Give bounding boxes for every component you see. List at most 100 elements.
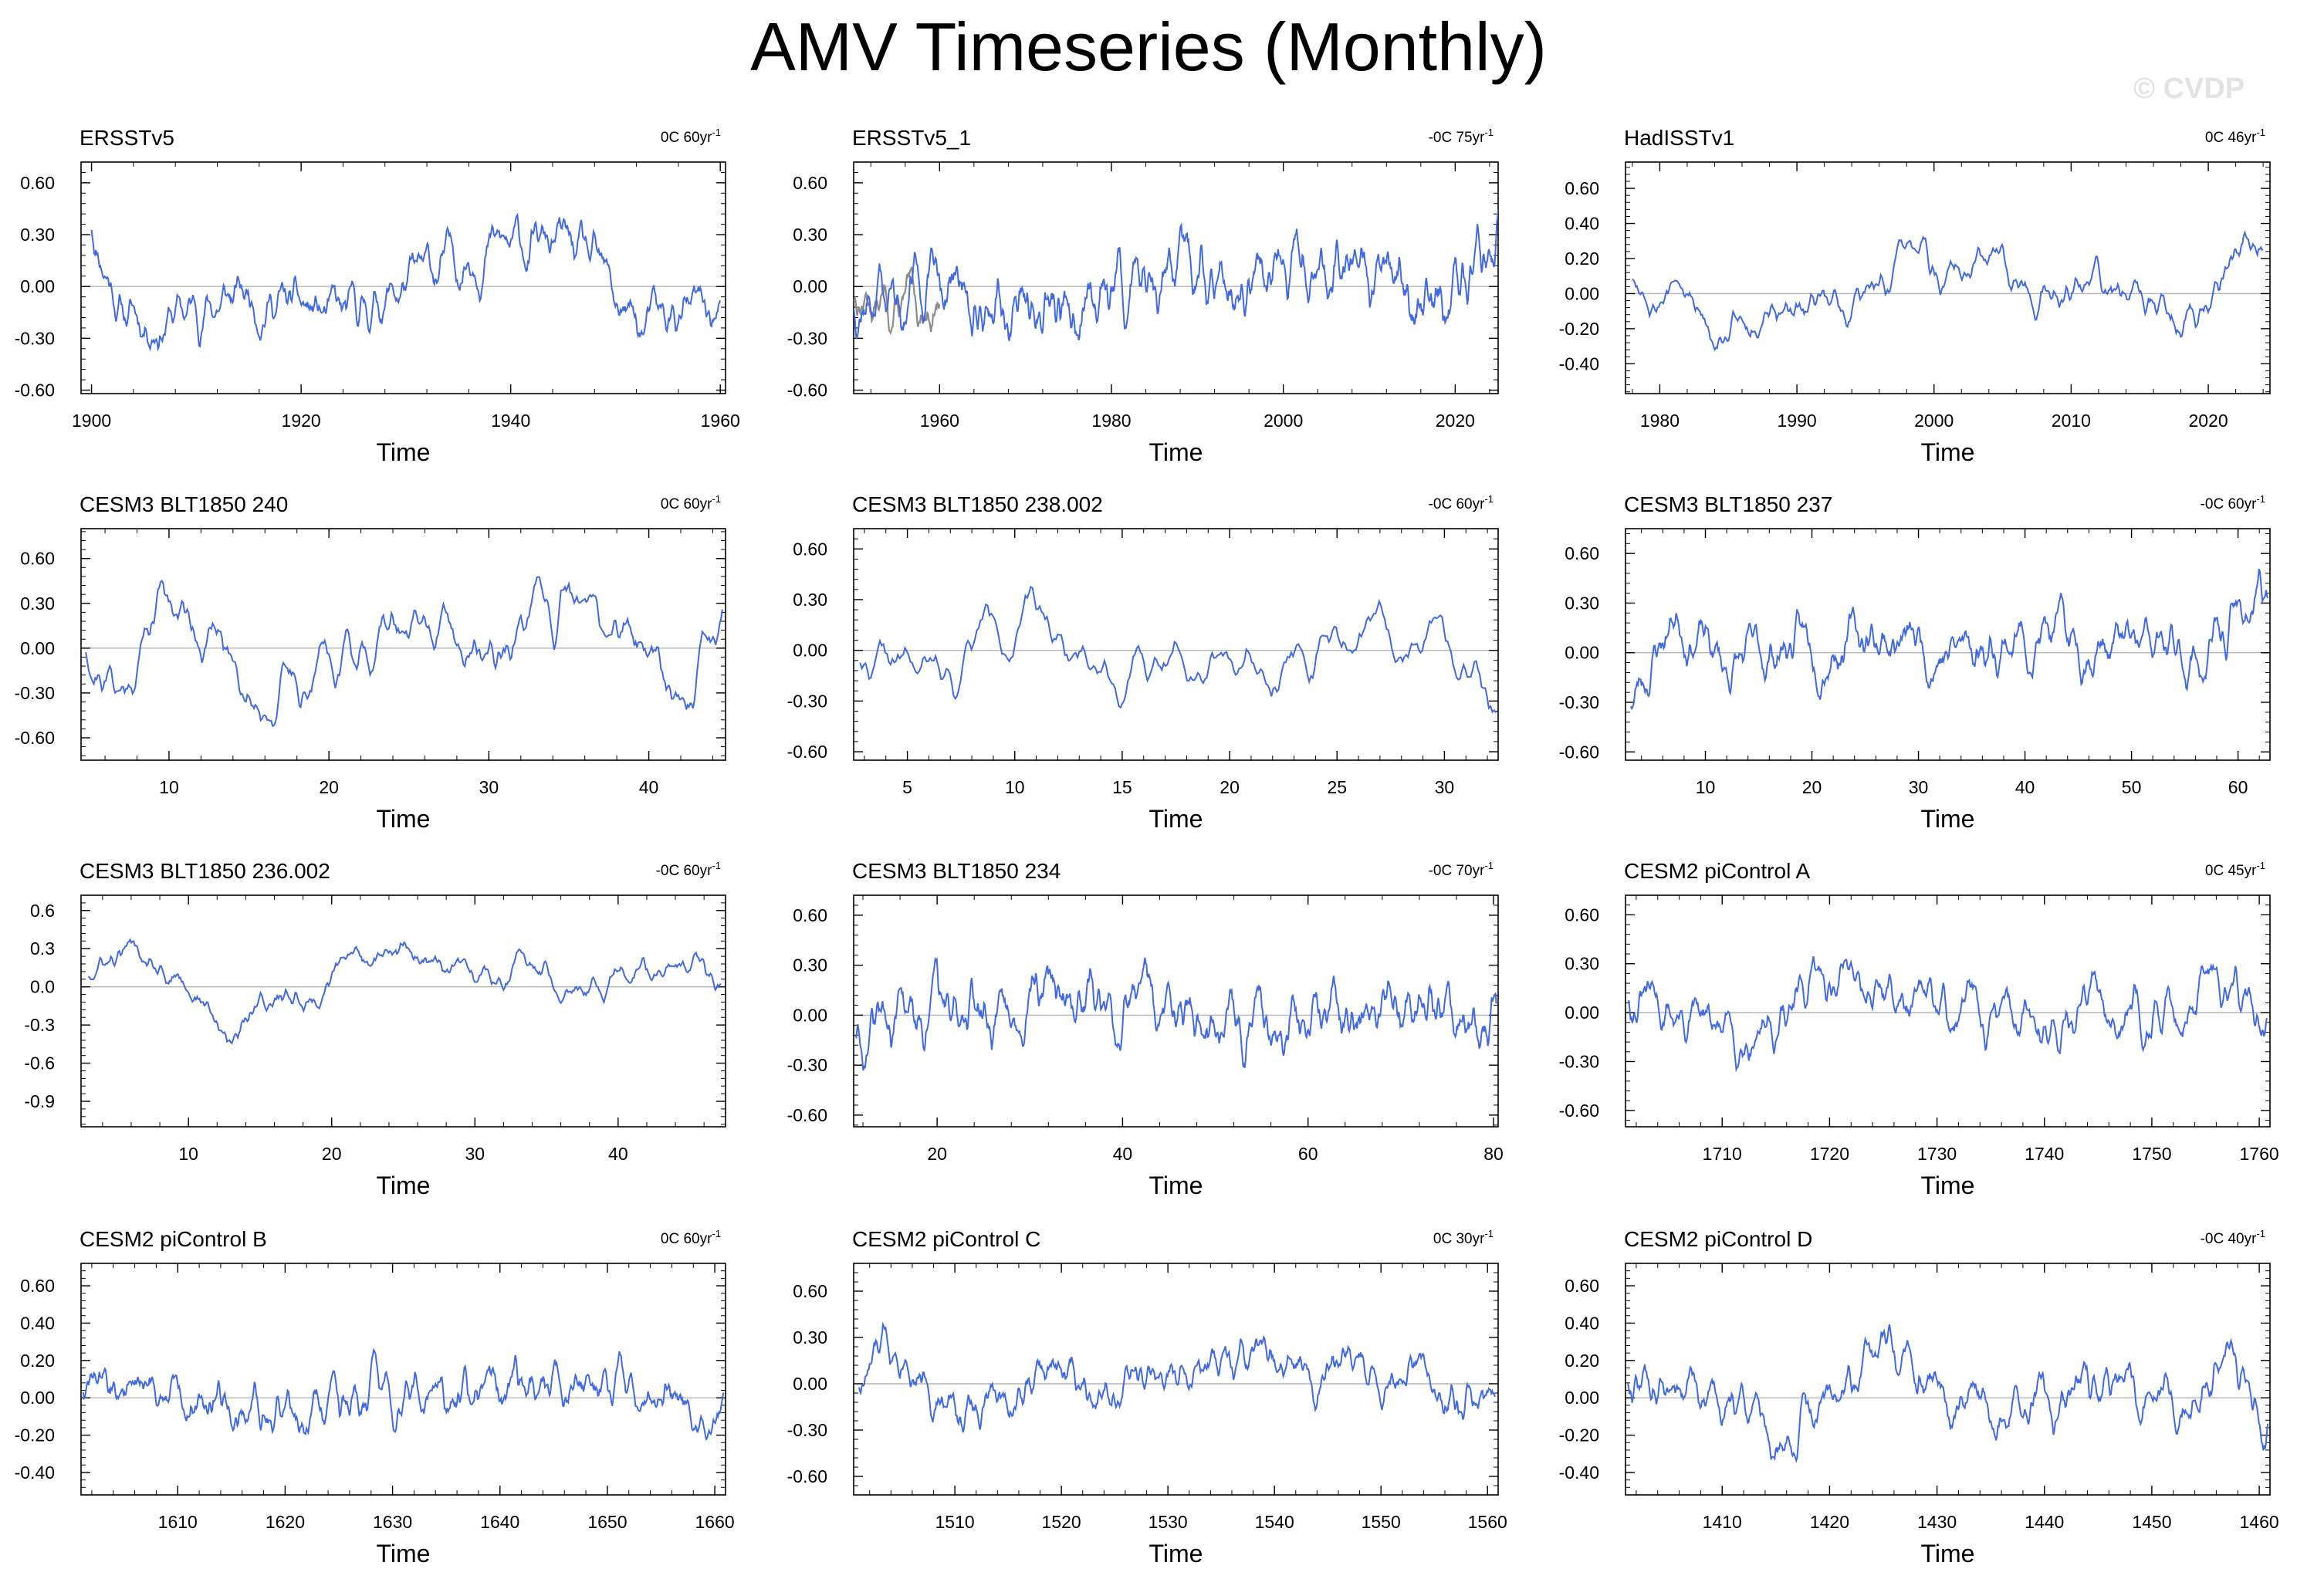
x-tick-label: 80: [1483, 1144, 1504, 1164]
chart-panel: CESM3 BLT1850 240 0C 60yr-1 0.60 0.30 0.00 -0…: [15, 492, 726, 833]
trend-label: -0C 70yr-1: [1429, 860, 1494, 879]
y-tick-label: -0.60: [787, 742, 827, 762]
x-tick-label: 1420: [1810, 1512, 1849, 1532]
series-line: [87, 938, 722, 1045]
x-tick-label: 1710: [1703, 1144, 1742, 1164]
y-tick-label: 0.00: [1565, 1388, 1599, 1408]
trend-label: -0C 60yr-1: [2201, 493, 2265, 512]
x-axis-label: Time: [1921, 438, 1975, 466]
x-axis-label: Time: [1149, 805, 1203, 833]
y-tick-label: 0.30: [793, 955, 827, 976]
y-tick-label: -0.30: [15, 328, 55, 348]
series-line: [1632, 230, 2264, 352]
x-tick-label: 1960: [920, 411, 959, 431]
x-axis-label: Time: [377, 438, 431, 466]
y-tick-label: 0.60: [1565, 543, 1599, 563]
x-axis-label: Time: [1921, 805, 1975, 833]
y-tick-label: 0.20: [20, 1351, 55, 1371]
trend-unit: -1: [2256, 127, 2265, 138]
trend-unit: -1: [712, 493, 721, 505]
x-tick-label: 10: [159, 777, 179, 797]
x-tick-label: 1620: [266, 1512, 305, 1532]
chart-panel: CESM2 piControl C 0C 30yr-1 0.60 0.30 0.00 -0…: [787, 1227, 1507, 1567]
x-tick-label: 10: [1005, 777, 1025, 797]
y-tick-label: -0.30: [1559, 692, 1599, 712]
trend-unit: -1: [1484, 493, 1494, 505]
x-tick-label: 1760: [2239, 1144, 2278, 1164]
x-tick-label: 1720: [1810, 1144, 1849, 1164]
y-tick-label: 0.00: [793, 641, 827, 661]
y-tick-label: 0.20: [1565, 249, 1599, 269]
x-tick-label: 1550: [1362, 1512, 1401, 1532]
x-tick-label: 40: [1113, 1144, 1133, 1164]
y-tick-label: -0.9: [24, 1091, 55, 1111]
x-tick-label: 20: [1802, 777, 1822, 797]
y-tick-label: -0.30: [787, 328, 827, 348]
plot-frame: [80, 1263, 726, 1496]
x-axis-label: Time: [1921, 1540, 1975, 1567]
chart-title: CESM3 BLT1850 236.002: [79, 859, 330, 883]
y-tick-label: 0.30: [20, 225, 55, 245]
chart-title: HadISSTv1: [1624, 126, 1734, 150]
x-tick-label: 2020: [1436, 411, 1475, 431]
y-tick-label: 0.00: [793, 1374, 827, 1394]
chart-title: CESM2 piControl C: [852, 1227, 1040, 1251]
y-tick-label: 0.3: [30, 938, 55, 959]
trend-label: 0C 60yr-1: [661, 493, 721, 512]
y-tick-label: 0.60: [20, 173, 55, 193]
x-tick-label: 15: [1112, 777, 1132, 797]
trend-label: 0C 60yr-1: [661, 127, 721, 146]
x-tick-label: 5: [902, 777, 912, 797]
trend-label: 0C 30yr-1: [1433, 1228, 1494, 1247]
y-tick-label: 0.00: [793, 1005, 827, 1025]
plot-frame: [853, 161, 1499, 394]
x-tick-label: 20: [322, 1144, 342, 1164]
chart-title: CESM2 piControl B: [79, 1227, 267, 1251]
y-tick-label: 0.60: [793, 905, 827, 925]
series-line: [1629, 569, 2269, 711]
x-tick-label: 20: [927, 1144, 947, 1164]
y-tick-label: 0.30: [20, 593, 55, 614]
trend-label: -0C 75yr-1: [1429, 127, 1494, 146]
chart-panel: CESM2 piControl A 0C 45yr-1 0.60 0.30 0.00 -0…: [1559, 859, 2279, 1199]
y-tick-label: 0.60: [793, 539, 827, 559]
y-tick-label: 0.40: [1565, 214, 1599, 234]
y-tick-label: 0.00: [20, 638, 55, 658]
y-tick-label: -0.30: [787, 691, 827, 711]
x-tick-label: 1660: [695, 1512, 734, 1532]
x-tick-label: 1510: [935, 1512, 975, 1532]
x-tick-label: 1940: [491, 411, 530, 431]
y-tick-label: 0.00: [1565, 643, 1599, 663]
x-tick-label: 1540: [1255, 1512, 1294, 1532]
y-tick-label: 0.30: [793, 590, 827, 610]
y-tick-label: 0.60: [1565, 178, 1599, 198]
y-tick-label: 0.60: [1565, 1276, 1599, 1296]
trend-unit: -1: [712, 860, 721, 871]
trend-unit: -1: [1484, 127, 1494, 138]
x-axis-label: Time: [1921, 1172, 1975, 1199]
x-tick-label: 30: [1435, 777, 1455, 797]
x-tick-label: 1990: [1777, 411, 1816, 431]
y-tick-label: -0.40: [1559, 353, 1599, 374]
y-tick-label: 0.40: [20, 1313, 55, 1333]
chart-title: ERSSTv5: [79, 126, 174, 150]
y-tick-label: 0.00: [1565, 283, 1599, 303]
y-tick-label: -0.30: [15, 683, 55, 703]
series-line: [854, 956, 1497, 1071]
series-line: [82, 1347, 725, 1442]
x-axis-label: Time: [377, 1172, 431, 1199]
y-tick-label: -0.20: [15, 1425, 55, 1446]
x-tick-label: 40: [639, 777, 659, 797]
plot-frame: [853, 1263, 1499, 1496]
y-tick-label: -0.60: [787, 380, 827, 401]
trend-unit: -1: [712, 1228, 721, 1239]
y-tick-label: 0.60: [1565, 905, 1599, 925]
chart-panel: CESM3 BLT1850 234 -0C 70yr-1 0.60 0.30 0.00 -…: [787, 859, 1504, 1199]
y-tick-label: 0.60: [793, 173, 827, 193]
x-tick-label: 30: [1909, 777, 1929, 797]
y-tick-label: 0.60: [20, 549, 55, 569]
x-tick-label: 1750: [2132, 1144, 2171, 1164]
x-axis-label: Time: [377, 1540, 431, 1567]
x-tick-label: 2010: [2052, 411, 2091, 431]
x-tick-label: 1650: [587, 1512, 627, 1532]
